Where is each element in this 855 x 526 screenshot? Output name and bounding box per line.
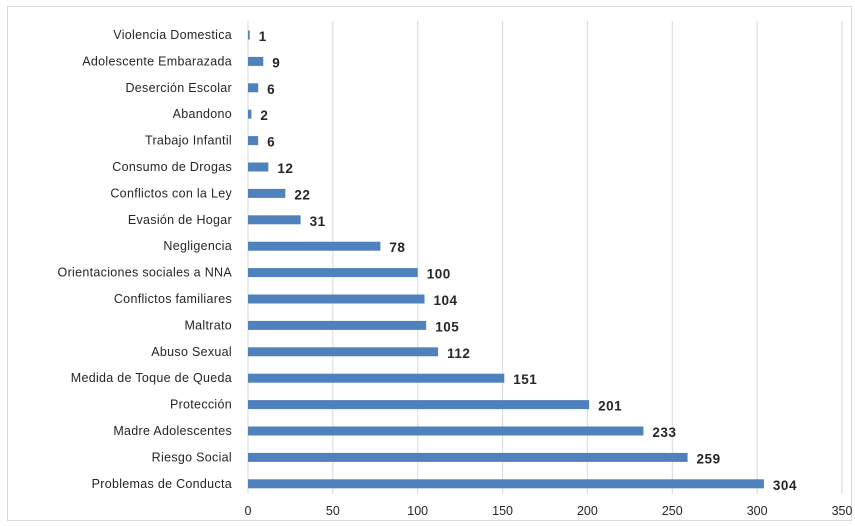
category-label: Protección bbox=[170, 398, 232, 412]
bar bbox=[248, 294, 425, 304]
bar bbox=[248, 320, 427, 330]
bar bbox=[248, 426, 644, 436]
data-label: 31 bbox=[310, 214, 326, 229]
category-label: Medida de Toque de Queda bbox=[71, 371, 232, 385]
data-label: 259 bbox=[697, 451, 721, 466]
data-label: 9 bbox=[272, 55, 280, 70]
category-label: Adolescente Embarazada bbox=[82, 54, 232, 68]
data-label: 100 bbox=[427, 267, 451, 282]
data-label: 78 bbox=[389, 240, 405, 255]
x-tick-label: 150 bbox=[492, 504, 513, 518]
category-label: Conflictos familiares bbox=[114, 292, 232, 306]
category-label: Trabajo Infantil bbox=[145, 134, 232, 148]
bar bbox=[248, 347, 439, 357]
bar bbox=[248, 373, 505, 383]
data-label: 6 bbox=[267, 135, 275, 150]
data-label: 6 bbox=[267, 82, 275, 97]
category-label: Orientaciones sociales a NNA bbox=[58, 266, 233, 280]
category-label: Maltrato bbox=[184, 318, 232, 332]
x-tick-label: 300 bbox=[747, 504, 768, 518]
category-label: Abuso Sexual bbox=[151, 345, 232, 359]
category-labels: Violencia Domestica Adolescente Embarazad… bbox=[58, 28, 233, 491]
data-label: 22 bbox=[294, 187, 310, 202]
bar bbox=[248, 188, 286, 198]
data-label: 104 bbox=[434, 293, 458, 308]
category-label: Problemas de Conducta bbox=[92, 477, 232, 491]
category-label: Madre Adolescentes bbox=[113, 424, 232, 438]
data-label: 201 bbox=[598, 399, 622, 414]
bar bbox=[248, 400, 590, 410]
bars bbox=[248, 30, 764, 489]
bar bbox=[248, 83, 259, 93]
x-tick-label: 250 bbox=[662, 504, 683, 518]
bar bbox=[248, 268, 418, 278]
bar bbox=[248, 241, 381, 251]
data-label: 1 bbox=[259, 29, 267, 44]
x-tick-label: 350 bbox=[832, 504, 853, 518]
bar bbox=[248, 30, 250, 40]
category-label: Conflictos con la Ley bbox=[110, 186, 232, 200]
bar-chart: Violencia Domestica Adolescente Embarazad… bbox=[58, 21, 853, 518]
category-label: Violencia Domestica bbox=[113, 28, 232, 42]
chart-area: Violencia Domestica Adolescente Embarazad… bbox=[7, 6, 852, 521]
bar bbox=[248, 109, 252, 119]
bar bbox=[248, 136, 259, 146]
data-label: 112 bbox=[447, 346, 470, 361]
gridlines bbox=[247, 21, 843, 494]
x-tick-label: 0 bbox=[245, 504, 252, 518]
category-label: Consumo de Drogas bbox=[112, 160, 232, 174]
data-label: 105 bbox=[435, 319, 459, 334]
category-label: Riesgo Social bbox=[152, 450, 232, 464]
bar bbox=[248, 479, 764, 489]
category-label: Evasión de Hogar bbox=[128, 213, 232, 227]
bar bbox=[248, 215, 301, 225]
data-label: 2 bbox=[260, 108, 268, 123]
category-label: Negligencia bbox=[163, 239, 232, 253]
x-tick-label: 100 bbox=[407, 504, 428, 518]
data-label: 12 bbox=[277, 161, 293, 176]
x-tick-label: 50 bbox=[326, 504, 340, 518]
category-label: Deserción Escolar bbox=[125, 81, 232, 95]
x-axis-tick-labels: 0 50 100 150 200 250 300 350 bbox=[245, 504, 853, 518]
bar bbox=[248, 56, 264, 66]
data-label: 151 bbox=[513, 372, 537, 387]
data-label: 304 bbox=[773, 478, 797, 493]
category-label: Abandono bbox=[173, 107, 232, 121]
data-label: 233 bbox=[652, 425, 676, 440]
bar bbox=[248, 162, 269, 172]
x-tick-label: 200 bbox=[577, 504, 598, 518]
bar bbox=[248, 452, 688, 462]
